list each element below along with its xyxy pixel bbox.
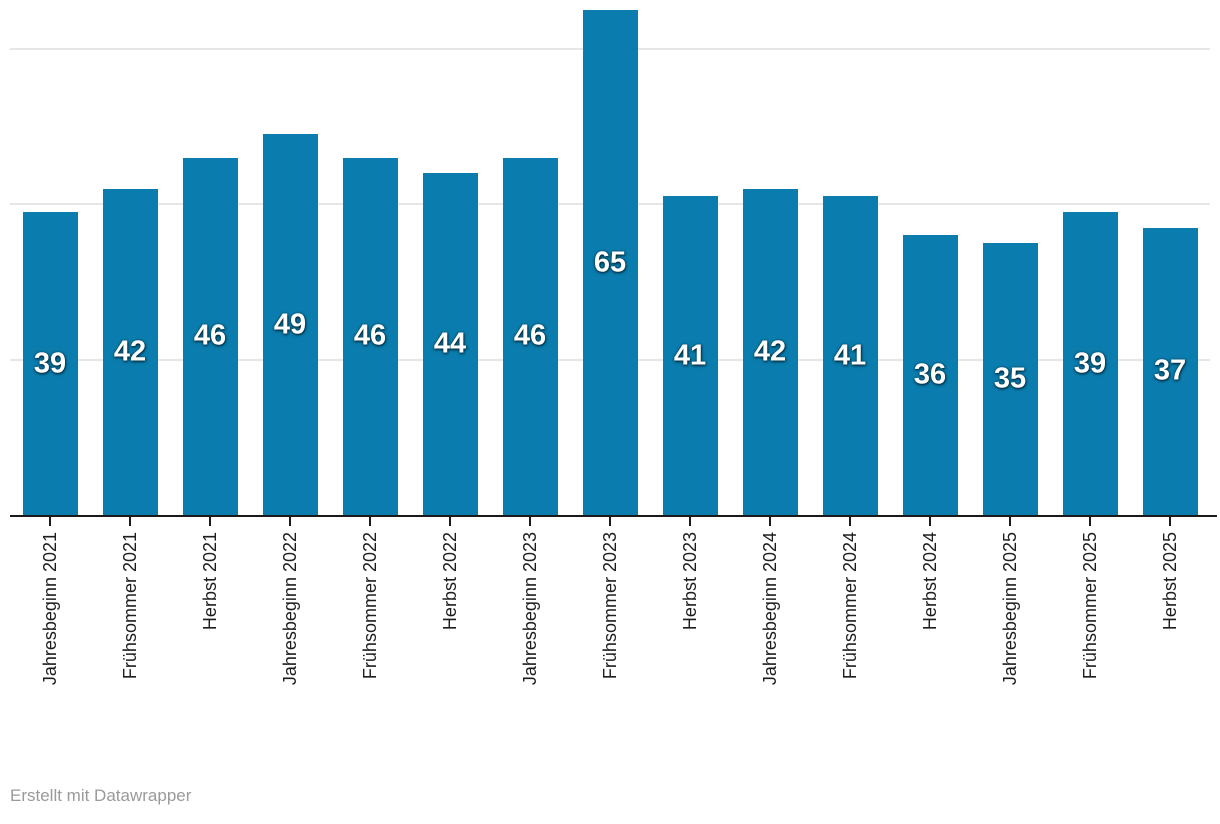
x-axis-label: Herbst 2021 xyxy=(200,532,220,631)
bar-value-label: 39 xyxy=(33,347,67,379)
bar[interactable] xyxy=(502,157,558,515)
x-axis-label: Herbst 2025 xyxy=(1160,532,1180,631)
bar-value-label: 36 xyxy=(913,358,947,391)
bar-value-label: 41 xyxy=(833,339,867,372)
bar[interactable] xyxy=(982,243,1038,515)
bar[interactable] xyxy=(742,188,798,515)
bar[interactable] xyxy=(342,157,398,515)
bar-value-label: 39 xyxy=(1073,347,1107,379)
bar-value-label: 41 xyxy=(673,339,707,372)
bar[interactable] xyxy=(262,134,318,515)
bar[interactable] xyxy=(822,196,878,515)
x-axis-label: Jahresbeginn 2024 xyxy=(760,532,780,686)
bar-value-label: 35 xyxy=(993,362,1027,395)
x-tick xyxy=(49,517,51,526)
x-axis-label: Frühsommer 2025 xyxy=(1080,532,1100,680)
bar[interactable] xyxy=(422,173,478,515)
x-tick xyxy=(1009,517,1011,526)
x-axis-label: Herbst 2023 xyxy=(680,532,700,631)
bar-value-label: 44 xyxy=(433,327,467,360)
bar-value-label: 46 xyxy=(193,319,227,352)
x-axis-label: Herbst 2022 xyxy=(440,532,460,631)
x-axis-label: Jahresbeginn 2021 xyxy=(40,532,60,686)
x-axis-label: Frühsommer 2022 xyxy=(360,532,380,680)
x-tick xyxy=(209,517,211,526)
x-tick xyxy=(1169,517,1171,526)
x-axis-label: Frühsommer 2021 xyxy=(120,532,140,680)
x-axis-label: Jahresbeginn 2022 xyxy=(280,532,300,686)
bar[interactable] xyxy=(662,196,718,515)
bar[interactable] xyxy=(22,212,78,515)
bar[interactable] xyxy=(1062,212,1118,515)
bar-value-label: 42 xyxy=(113,335,147,368)
datawrapper-credit-link[interactable]: Erstellt mit Datawrapper xyxy=(10,786,192,805)
bar[interactable] xyxy=(582,10,638,515)
x-tick xyxy=(369,517,371,526)
bar[interactable] xyxy=(1142,227,1198,515)
x-axis-label: Jahresbeginn 2025 xyxy=(1000,532,1020,686)
x-axis-label: Frühsommer 2023 xyxy=(600,532,620,680)
x-axis-label: Frühsommer 2024 xyxy=(840,532,860,680)
x-tick xyxy=(689,517,691,526)
bar-value-label: 46 xyxy=(513,319,547,352)
x-tick xyxy=(129,517,131,526)
bar[interactable] xyxy=(182,157,238,515)
x-tick xyxy=(929,517,931,526)
x-tick xyxy=(609,517,611,526)
x-axis-label: Herbst 2024 xyxy=(920,532,940,631)
x-tick xyxy=(769,517,771,526)
bar-value-label: 46 xyxy=(353,319,387,352)
x-tick xyxy=(849,517,851,526)
bar[interactable] xyxy=(902,235,958,515)
bar-value-label: 37 xyxy=(1153,354,1187,387)
bar[interactable] xyxy=(102,188,158,515)
x-tick xyxy=(289,517,291,526)
bar-value-label: 49 xyxy=(273,308,307,341)
x-axis-line xyxy=(10,515,1217,517)
x-tick xyxy=(1089,517,1091,526)
x-axis-label: Jahresbeginn 2023 xyxy=(520,532,540,686)
x-tick xyxy=(449,517,451,526)
bar-value-label: 42 xyxy=(753,335,787,368)
x-tick xyxy=(529,517,531,526)
bar-value-label: 65 xyxy=(593,246,627,278)
